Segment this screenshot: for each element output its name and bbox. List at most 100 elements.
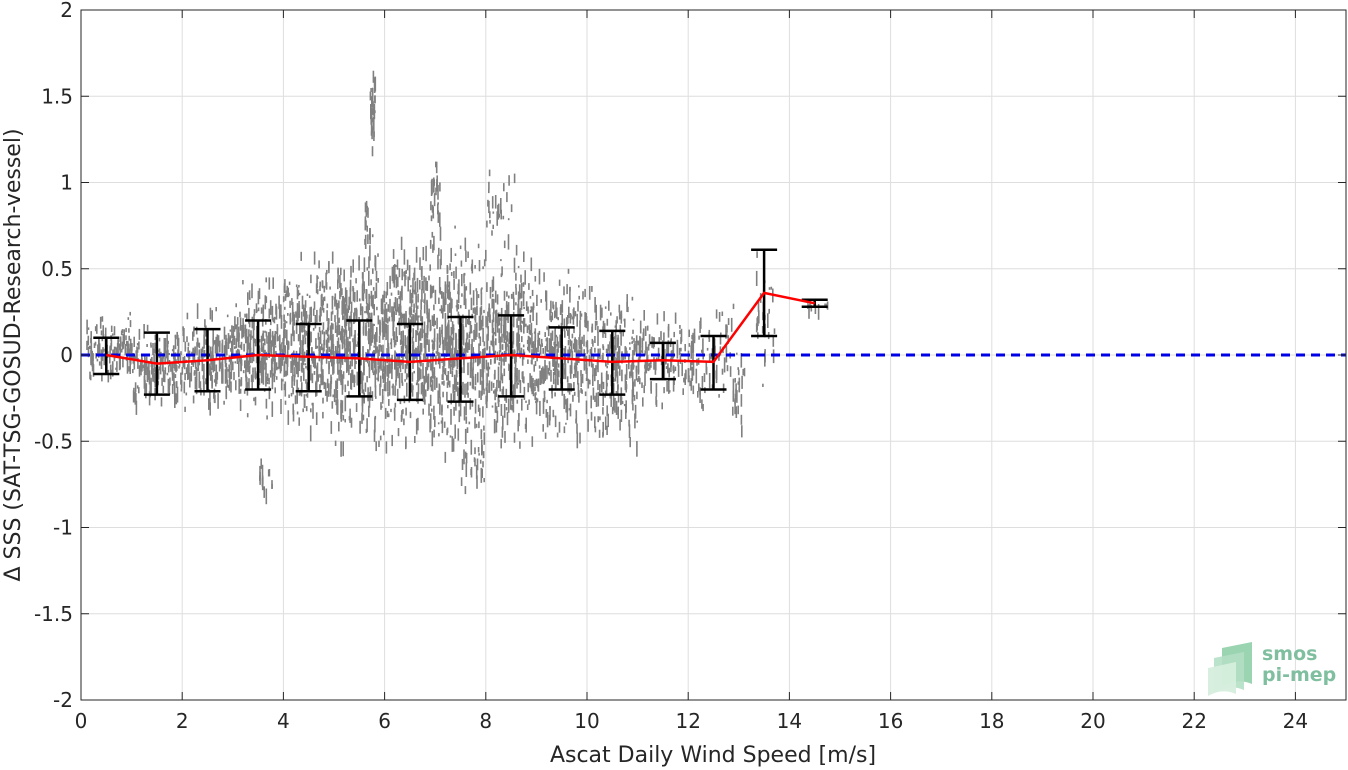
scatter-point	[254, 338, 257, 347]
scatter-point	[663, 311, 665, 322]
scatter-point	[240, 359, 243, 366]
scatter-point	[559, 334, 561, 348]
scatter-point	[505, 407, 508, 411]
scatter-point	[355, 360, 357, 365]
scatter-point	[689, 362, 692, 371]
scatter-point	[527, 325, 529, 330]
scatter-point	[442, 341, 444, 351]
scatter-point	[319, 373, 321, 378]
scatter-point	[296, 379, 298, 395]
scatter-point	[475, 423, 478, 428]
scatter-point	[340, 441, 342, 457]
scatter-point	[434, 416, 436, 428]
scatter-point	[726, 325, 728, 333]
scatter-point	[594, 369, 597, 374]
scatter-point	[271, 373, 274, 390]
scatter-point	[517, 298, 520, 312]
scatter-point	[321, 300, 324, 311]
scatter-point	[239, 317, 242, 331]
scatter-point	[642, 328, 645, 341]
scatter-point	[128, 366, 130, 372]
scatter-point	[617, 357, 620, 369]
scatter-point	[762, 383, 764, 387]
scatter-point	[489, 211, 491, 219]
scatter-point	[366, 225, 368, 232]
scatter-point	[691, 347, 694, 353]
scatter-point	[692, 332, 694, 344]
scatter-point	[167, 349, 169, 362]
scatter-point	[112, 349, 114, 356]
scatter-point	[494, 290, 497, 303]
scatter-point	[447, 304, 449, 320]
scatter-point	[488, 169, 491, 177]
scatter-point	[277, 366, 279, 370]
scatter-point	[552, 368, 555, 372]
scatter-point	[396, 298, 399, 312]
scatter-point	[387, 318, 389, 324]
scatter-point	[506, 305, 509, 313]
scatter-point	[582, 291, 584, 300]
scatter-point	[242, 325, 245, 337]
scatter-point	[523, 306, 525, 310]
scatter-point	[567, 382, 569, 393]
scatter-point	[450, 364, 453, 367]
scatter-point	[596, 359, 599, 370]
scatter-point	[238, 378, 240, 394]
scatter-point	[300, 388, 303, 397]
scatter-point	[270, 358, 273, 371]
scatter-point	[483, 309, 485, 314]
scatter-point	[557, 378, 559, 386]
scatter-point	[486, 373, 488, 386]
scatter-point	[612, 395, 615, 411]
scatter-point	[372, 108, 374, 115]
scatter-point	[433, 405, 435, 420]
scatter-point	[326, 378, 329, 389]
scatter-point	[194, 346, 196, 356]
scatter-point	[336, 304, 339, 317]
scatter-point	[362, 272, 364, 286]
scatter-point	[635, 338, 638, 355]
scatter-point	[510, 204, 513, 213]
scatter-point	[305, 330, 308, 336]
scatter-point	[417, 383, 420, 395]
scatter-point	[680, 337, 682, 345]
scatter-point	[428, 275, 430, 281]
scatter-point	[144, 379, 146, 394]
scatter-point	[164, 338, 167, 353]
scatter-point	[541, 343, 543, 347]
scatter-point	[377, 365, 380, 371]
scatter-point	[431, 344, 434, 350]
scatter-point	[719, 336, 722, 345]
scatter-point	[467, 319, 469, 325]
scatter-point	[331, 295, 334, 310]
scatter-point	[368, 392, 371, 408]
scatter-point	[556, 368, 559, 385]
scatter-point	[431, 371, 434, 379]
scatter-point	[243, 343, 245, 352]
scatter-point	[372, 323, 374, 340]
scatter-point	[143, 324, 145, 339]
scatter-point	[725, 345, 728, 352]
scatter-point	[565, 422, 567, 425]
scatter-point	[372, 294, 374, 307]
scatter-point	[221, 343, 223, 354]
scatter-point	[574, 337, 576, 347]
scatter-point	[221, 364, 224, 373]
scatter-point	[471, 369, 473, 379]
scatter-point	[421, 280, 423, 291]
scatter-point	[463, 359, 465, 374]
scatter-point	[474, 373, 477, 386]
scatter-point	[397, 367, 399, 379]
scatter-point	[621, 401, 624, 404]
scatter-point	[618, 346, 621, 362]
scatter-point	[291, 361, 293, 367]
scatter-point	[631, 389, 634, 405]
scatter-point	[450, 272, 453, 276]
scatter-point	[672, 343, 674, 359]
scatter-point	[442, 296, 445, 312]
scatter-point	[368, 256, 370, 269]
scatter-point	[364, 202, 367, 213]
scatter-point	[444, 451, 447, 463]
scatter-point	[385, 302, 388, 305]
scatter-point	[245, 333, 247, 344]
